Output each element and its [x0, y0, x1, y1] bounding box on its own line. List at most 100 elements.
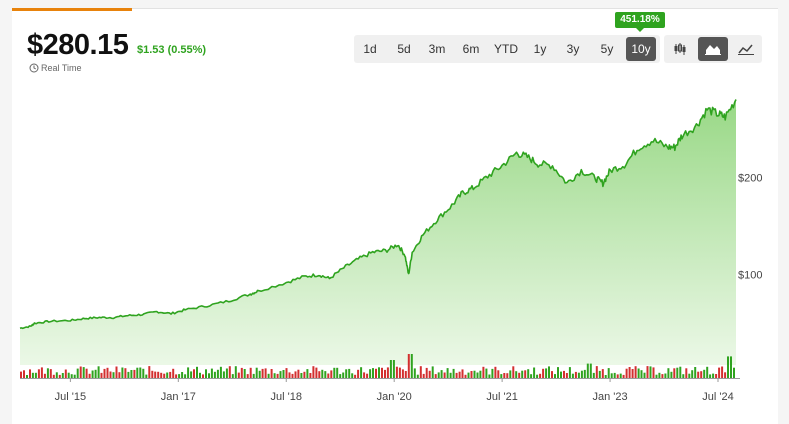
- volume-bar: [571, 373, 574, 378]
- volume-bar: [40, 367, 43, 378]
- volume-bar: [118, 372, 121, 378]
- current-price: $280.15: [27, 29, 129, 61]
- volume-bar: [577, 372, 580, 378]
- volume-bar: [515, 371, 518, 378]
- range-1d-button[interactable]: 1d: [363, 42, 377, 56]
- volume-bar: [604, 375, 607, 378]
- range-10y-button[interactable]: 10y: [626, 37, 656, 61]
- volume-bar: [727, 356, 729, 378]
- volume-bar: [398, 367, 401, 378]
- volume-bar: [485, 368, 488, 378]
- volume-bar: [76, 368, 79, 378]
- y-tick-label: $100: [738, 270, 762, 282]
- volume-bar: [509, 370, 512, 378]
- range-5d-button[interactable]: 5d: [397, 42, 411, 56]
- volume-bar: [595, 366, 598, 378]
- range-5y-button[interactable]: 5y: [600, 42, 614, 56]
- range-selector: 1d 5d 3m 6m YTD 1y 3y 5y 10y: [354, 35, 660, 63]
- volume-bar: [369, 369, 372, 378]
- volume-bar: [276, 373, 279, 378]
- volume-bar: [285, 368, 288, 378]
- x-tick-label: Jan '20: [377, 391, 412, 403]
- volume-bar: [419, 366, 422, 378]
- volume-bar: [580, 370, 583, 378]
- volume-bar: [673, 368, 676, 378]
- price-chart[interactable]: Jul '15 Jan '17 Jul '18 Jan '20 Jul '21 Jan '…: [12, 90, 772, 410]
- volume-bar: [294, 371, 297, 378]
- volume-bar: [425, 367, 428, 378]
- realtime-label: Real Time: [41, 63, 82, 73]
- volume-bar: [73, 374, 76, 378]
- range-3m-button[interactable]: 3m: [428, 42, 446, 56]
- volume-bar: [613, 372, 616, 378]
- area-chart-icon: [705, 45, 721, 55]
- volume-bar: [410, 354, 413, 378]
- volume-bar: [127, 371, 130, 378]
- volume-bar: [31, 372, 34, 378]
- volume-bar: [422, 373, 425, 378]
- volume-bar: [193, 369, 195, 378]
- volume-bar: [20, 371, 22, 378]
- volume-bar: [616, 374, 619, 378]
- volume-bar: [661, 374, 664, 378]
- volume-bar: [333, 367, 336, 378]
- volume-bar: [389, 360, 392, 378]
- volume-bar: [163, 373, 166, 378]
- range-6m-button[interactable]: 6m: [462, 42, 480, 56]
- volume-bar: [610, 373, 613, 378]
- volume-bar: [288, 372, 291, 378]
- volume-bar: [378, 367, 380, 378]
- volume-bar: [52, 374, 55, 378]
- volume-bar: [392, 360, 395, 378]
- volume-bar: [151, 370, 154, 378]
- volume-bar: [139, 367, 142, 378]
- volume-bar: [679, 366, 682, 378]
- volume-bar: [366, 373, 369, 378]
- volume-bar: [222, 371, 225, 378]
- line-chart-button[interactable]: [731, 35, 761, 63]
- area-chart-button[interactable]: [698, 37, 728, 61]
- line-chart-icon: [738, 44, 754, 55]
- volume-bar: [58, 374, 61, 378]
- volume-bar: [67, 372, 70, 378]
- volume-bar: [688, 373, 691, 378]
- volume-bar: [79, 366, 82, 378]
- range-ytd-button[interactable]: YTD: [494, 42, 518, 56]
- range-3y-button[interactable]: 3y: [566, 42, 580, 56]
- volume-bar: [446, 368, 449, 378]
- volume-bar: [273, 373, 276, 378]
- volume-bar: [416, 374, 419, 378]
- volume-bar: [106, 367, 109, 378]
- volume-bar: [85, 368, 88, 378]
- volume-bar: [554, 374, 556, 378]
- volume-bar: [646, 366, 649, 378]
- y-axis: $100 $200: [738, 172, 762, 281]
- volume-bar: [213, 371, 216, 378]
- volume-bar: [574, 371, 577, 378]
- x-tick-label: Jul '24: [702, 391, 733, 403]
- volume-bar: [225, 368, 228, 378]
- volume-bar: [568, 367, 571, 378]
- chart-type-selector: [664, 35, 762, 63]
- volume-bar: [55, 372, 58, 378]
- volume-bar: [121, 367, 124, 378]
- volume-bar: [431, 366, 434, 378]
- volume-bar: [43, 373, 46, 378]
- candlestick-chart-button[interactable]: [665, 35, 695, 63]
- volume-bar: [94, 369, 97, 378]
- volume-bar: [249, 367, 252, 378]
- volume-bar: [166, 372, 169, 378]
- range-1y-button[interactable]: 1y: [533, 42, 547, 56]
- volume-bar: [348, 368, 351, 378]
- volume-bar: [545, 368, 548, 378]
- volume-bar: [315, 367, 318, 378]
- volume-bar: [115, 366, 118, 378]
- x-tick-label: Jul '15: [55, 391, 86, 403]
- volume-bar: [181, 372, 184, 378]
- volume-bar: [670, 371, 673, 378]
- volume-bar: [518, 372, 521, 378]
- volume-bar: [512, 366, 515, 378]
- volume-bar: [303, 371, 306, 378]
- volume-bar: [401, 369, 404, 378]
- volume-bar: [154, 371, 157, 378]
